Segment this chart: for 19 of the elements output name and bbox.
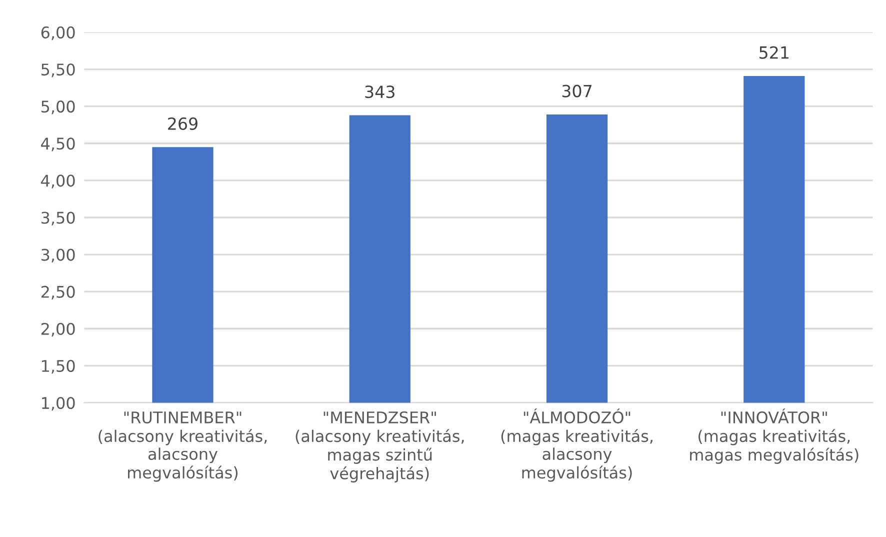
y-tick-label: 3,50 (41, 212, 75, 226)
y-tick-label: 5,00 (42, 100, 75, 114)
y-tick-label: 1,00 (42, 396, 75, 411)
y-tick-label: 2,50 (41, 286, 75, 300)
y-tick-label: 6,00 (41, 26, 75, 40)
annotation: 343 (365, 85, 394, 98)
y-tick-label: 5,50 (42, 63, 75, 78)
y-tick-label: 1,50 (42, 360, 75, 374)
y-tick-label: 4,50 (41, 138, 75, 152)
x-tick-label: "INNOVÁTOR" (magas kreativitás, magas megvalósítás) (690, 408, 858, 464)
annotation: 269 (168, 117, 198, 130)
y-tick-label: 4,00 (41, 174, 75, 188)
x-tick-label: "ÁLMODOZÓ" (magas kreativitás, alacsony megvalósítás) (501, 408, 652, 482)
x-tick-label: "RUTINEMBER" (alacsony kreativitás, alacsony megvalósítás) (98, 412, 267, 482)
y-tick-label: 3,00 (41, 248, 75, 262)
annotation: 521 (760, 46, 789, 59)
annotation: 307 (562, 84, 592, 98)
x-tick-label: "MENEDZSER" (alacsony kreativitás, magas szintű végrehajtás) (296, 411, 464, 482)
y-tick-label: 2,00 (41, 322, 75, 337)
